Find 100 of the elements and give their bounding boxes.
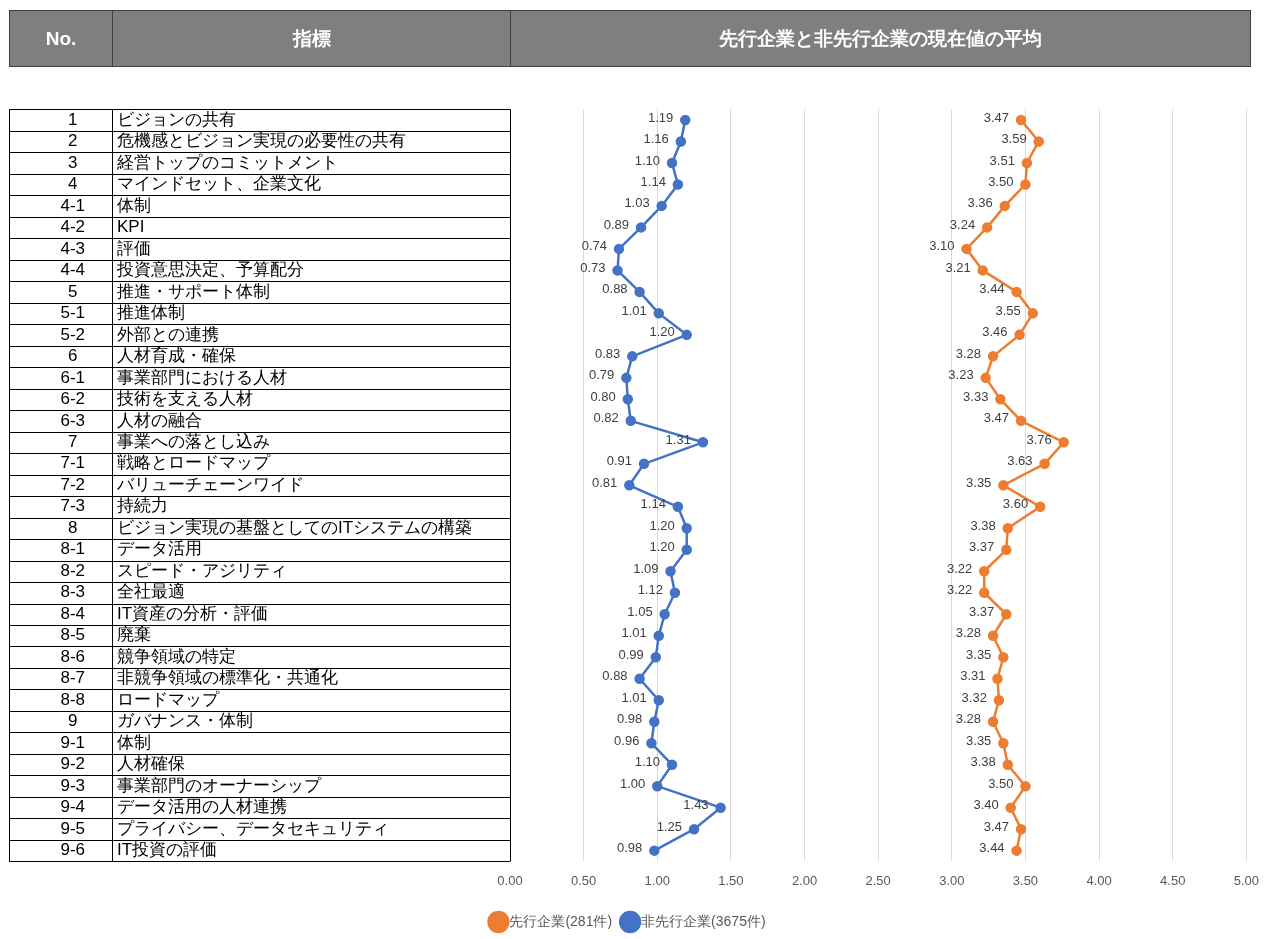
y-tick-label: ビジョンの共有	[117, 109, 236, 129]
point	[635, 222, 647, 233]
point	[978, 587, 990, 599]
y-tick-label: 戦略とロードマップ	[117, 453, 271, 473]
data-label: 1.16	[643, 131, 669, 147]
y2-tick-label: 7-2	[60, 474, 85, 494]
point	[1005, 802, 1016, 813]
y2-tick-label: 9	[67, 711, 78, 731]
data-label: 1.10	[634, 152, 660, 168]
point	[681, 329, 692, 341]
point	[1033, 136, 1044, 147]
data-label: 1.12	[637, 582, 663, 598]
x-tick-label: 1.50	[718, 872, 744, 888]
data-label: 0.91	[606, 453, 633, 469]
point	[659, 609, 670, 620]
point	[1058, 437, 1069, 448]
point	[1001, 609, 1012, 620]
y-tick-label: 事業への落とし込み	[117, 432, 270, 451]
y-tick-label: 体制	[117, 732, 151, 752]
y2-tick-label: 9-1	[60, 732, 85, 752]
point	[977, 265, 988, 276]
y-tick-label: 技術を支える人材	[116, 389, 253, 409]
y-tick-label: 評価	[117, 238, 151, 258]
y-tick-label: 推進体制	[117, 303, 185, 323]
y2-tick-label: 4-1	[60, 195, 85, 215]
point	[987, 716, 999, 727]
y2-tick-label: 9-4	[60, 797, 85, 817]
data-label: 3.55	[995, 302, 1021, 318]
point	[652, 780, 663, 792]
data-label: 3.44	[979, 281, 1005, 297]
y2-tick-label: 9-5	[60, 818, 85, 838]
data-label: 3.50	[988, 174, 1014, 189]
y2-tick-label: 9-2	[60, 754, 85, 774]
y-tick-label: データ活用の人材連携	[117, 797, 287, 817]
point	[612, 265, 623, 276]
data-label: 0.88	[602, 281, 628, 297]
chart-title: 先行企業と非先行企業の現在値の平均	[510, 10, 1251, 67]
data-label: 1.09	[633, 560, 659, 576]
data-label: 3.35	[966, 474, 992, 490]
y-tick-label: ロードマップ	[117, 689, 220, 709]
data-label: 0.79	[589, 367, 615, 383]
x-tick-label: 2.00	[791, 872, 818, 888]
y-tick-label: 事業部門のオーナーシップ	[117, 775, 322, 795]
y-tick-label: ビジョン実現の基盤としてのITシステムの構築	[117, 517, 473, 537]
y2-tick-label: 4-2	[60, 217, 85, 237]
data-label: 3.38	[970, 754, 996, 770]
point	[1039, 458, 1050, 470]
data-label: 3.76	[1026, 431, 1052, 447]
point	[613, 243, 625, 255]
point	[672, 179, 684, 190]
point	[998, 651, 1009, 663]
y2-tick-label: 2	[67, 131, 78, 151]
point	[634, 286, 645, 298]
y-tick-label: ガバナンス・体制	[117, 711, 253, 731]
point	[665, 566, 676, 577]
y2-tick-label: 1	[67, 109, 78, 129]
y-tick-label: データ活用	[117, 539, 202, 559]
point	[995, 394, 1006, 405]
data-label: 3.28	[955, 345, 982, 361]
data-label: 1.19	[647, 109, 674, 125]
data-label: 1.01	[621, 302, 647, 318]
x-tick-label: 2.50	[865, 872, 891, 888]
point	[622, 394, 634, 405]
legend-label: 非先行企業(3675件)	[641, 912, 766, 929]
point	[1034, 501, 1046, 513]
y-tick-label: 人材育成・確保	[117, 346, 236, 366]
y2-tick-label: 7	[67, 432, 78, 451]
data-label: 3.47	[983, 109, 1010, 125]
data-label: 1.20	[649, 517, 675, 533]
y-tick-label: 非競争領域の標準化・共通化	[117, 668, 338, 688]
point	[675, 136, 687, 147]
point	[697, 437, 709, 448]
data-label: 3.40	[973, 797, 999, 813]
data-label: 0.81	[591, 474, 618, 490]
point	[999, 200, 1011, 212]
y2-tick-label: 3	[67, 152, 78, 172]
data-label: 3.22	[946, 560, 973, 576]
point	[1002, 523, 1014, 534]
data-label: 0.88	[602, 668, 628, 684]
data-label: 3.35	[966, 732, 992, 748]
data-label: 1.20	[649, 539, 675, 555]
data-label: 0.89	[603, 216, 630, 232]
point	[987, 630, 999, 641]
y2-tick-label: 8-7	[60, 668, 85, 688]
data-label: 3.35	[966, 646, 992, 662]
y2-tick-label: 8-4	[60, 603, 85, 623]
data-label: 1.01	[621, 625, 647, 641]
data-label: 1.00	[619, 775, 646, 791]
x-tick-label: 4.00	[1086, 872, 1112, 888]
y2-tick-label: 8	[67, 517, 78, 537]
y-tick-label: バリューチェーンワイド	[116, 474, 304, 494]
y-tick-label: 全社最適	[117, 582, 185, 602]
data-label: 1.03	[624, 195, 650, 211]
point	[646, 737, 657, 749]
y2-tick-label: 4	[67, 174, 78, 194]
point	[666, 157, 678, 169]
data-label: 3.28	[955, 711, 982, 727]
y2-tick-label: 5-1	[60, 303, 85, 323]
y-tick-label: IT資産の分析・評価	[117, 603, 269, 623]
y-tick-label: スピード・アジリティ	[117, 560, 287, 580]
